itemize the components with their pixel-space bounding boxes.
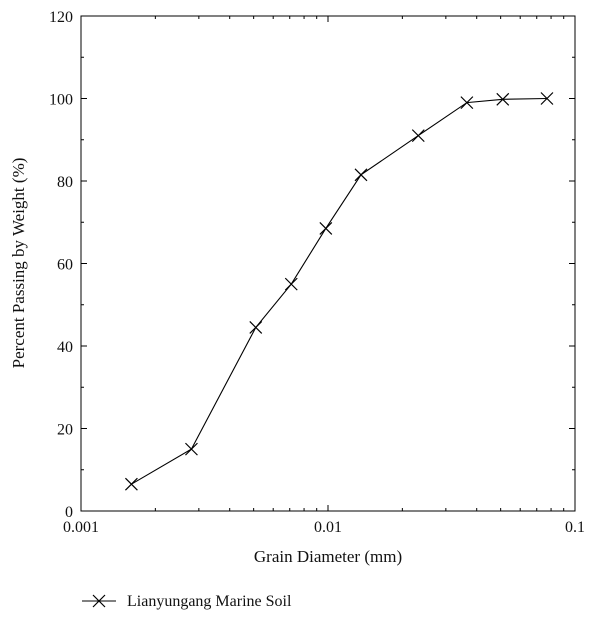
y-tick-label: 60 <box>57 257 73 274</box>
y-tick-label: 20 <box>57 422 73 439</box>
plot-frame <box>80 15 576 512</box>
x-tick-label: 0.1 <box>565 519 585 536</box>
data-point-marker <box>319 222 333 235</box>
y-tick-label: 100 <box>49 92 73 109</box>
x-axis-label: Grain Diameter (mm) <box>254 547 402 566</box>
data-point-marker <box>249 321 263 334</box>
y-tick-label: 40 <box>57 339 73 356</box>
axis-ticks: 0 20 40 60 80 100 120 0.001 0.01 0.1 <box>49 9 585 536</box>
legend-label: Lianyungang Marine Soil <box>127 593 292 610</box>
legend-marker <box>92 594 106 608</box>
x-tick-label: 0.001 <box>63 519 99 536</box>
x-tick-label: 0.01 <box>314 519 342 536</box>
data-point-marker <box>411 129 425 143</box>
data-point-marker <box>185 442 198 456</box>
series-group <box>124 92 554 491</box>
data-point-marker <box>124 477 138 491</box>
y-tick-label: 80 <box>57 174 73 191</box>
y-axis-label: Percent Passing by Weight (%) <box>9 158 28 369</box>
data-point-marker <box>354 168 368 182</box>
legend: Lianyungang Marine Soil <box>82 593 292 610</box>
series-line <box>131 97 548 485</box>
data-point-marker <box>540 92 554 105</box>
y-tick-label: 0 <box>65 504 73 521</box>
data-point-marker <box>460 96 474 110</box>
data-point-marker <box>496 92 510 106</box>
y-tick-label: 120 <box>49 9 73 26</box>
data-point-marker <box>284 277 298 291</box>
